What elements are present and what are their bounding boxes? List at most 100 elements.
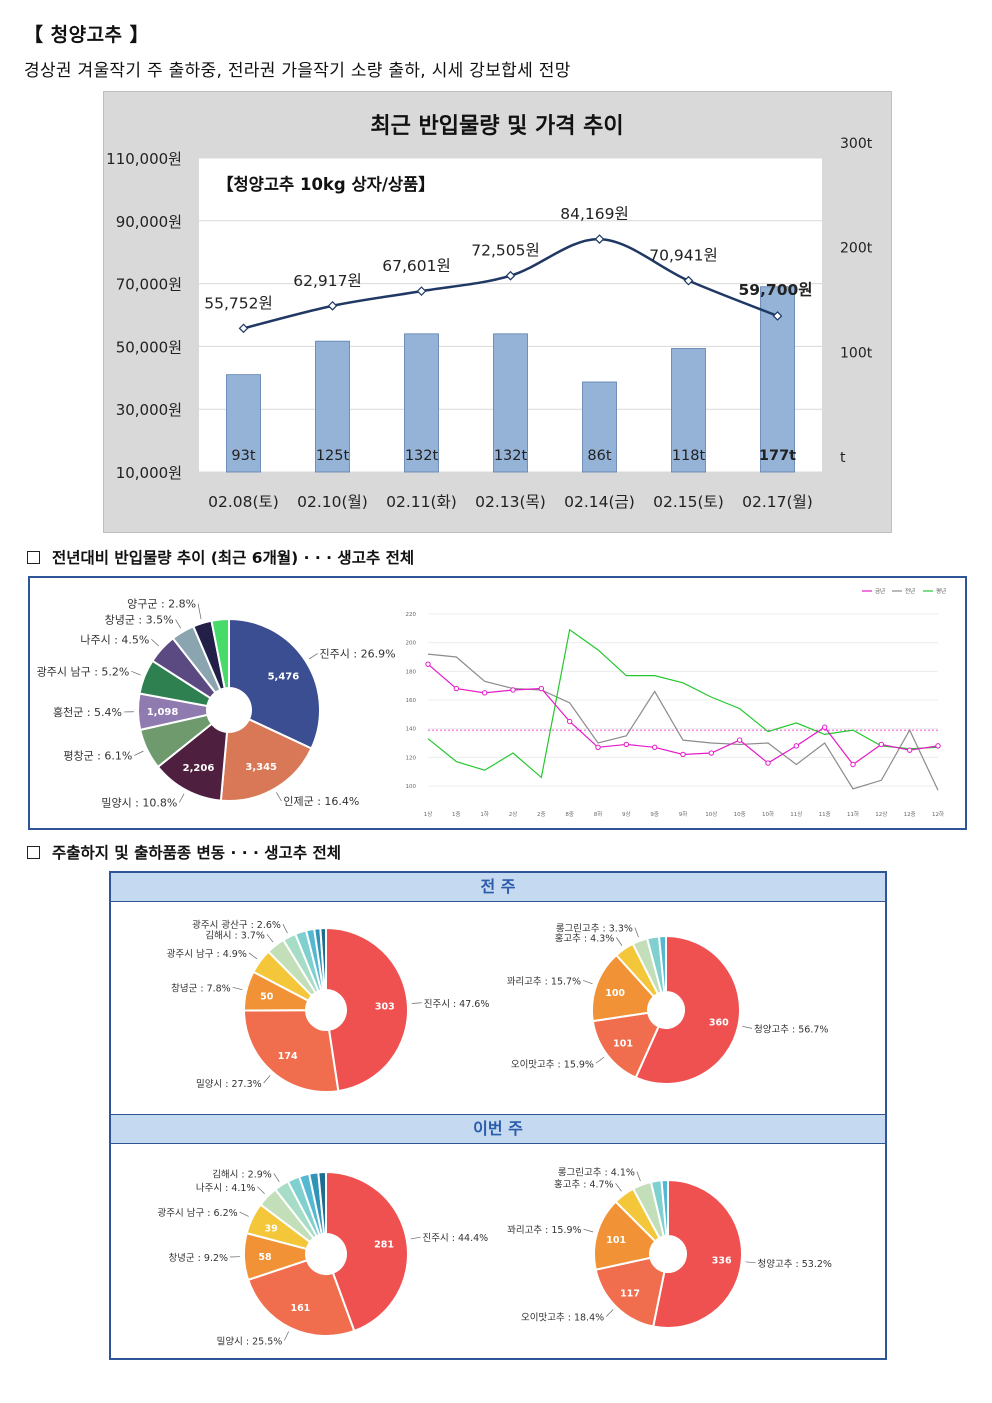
- price-point-marker: [327, 300, 338, 311]
- x-axis-tick-label: 10중: [734, 811, 746, 818]
- x-axis-category-label: 02.15(토): [653, 493, 724, 511]
- series-point: [935, 743, 941, 749]
- pie-slice-value-label: 58: [258, 1252, 272, 1263]
- series-point: [651, 744, 658, 751]
- legend-label: 전년: [905, 587, 915, 595]
- x-axis-tick-label: 12상: [875, 810, 887, 818]
- pie-slice-label: 밀양시 : 27.3%: [196, 1078, 262, 1090]
- pie-leader-line: [197, 603, 202, 620]
- x-axis-tick-label: 11상: [790, 810, 802, 818]
- pie-slice-label: 나주시 : 4.1%: [196, 1183, 256, 1194]
- volume-bar: [404, 333, 439, 473]
- price-point-label: 70,941원: [649, 247, 718, 265]
- x-axis-tick-label: 11하: [847, 810, 859, 818]
- price-volume-chart: 최근 반입물량 및 가격 추이 10,000원 30,000원 50,000원 70,0…: [106, 114, 873, 511]
- x-axis-tick-label: 2중: [537, 811, 546, 818]
- legend-label: 평년: [936, 587, 946, 595]
- pie-slice-label: 진주시 : 47.6%: [424, 999, 490, 1010]
- pie-slice: [246, 1259, 356, 1337]
- pie-slice-value-label: 303: [375, 1002, 395, 1013]
- right-axis-tick-label: 300t: [840, 136, 873, 152]
- price-point-label: 67,601원: [382, 257, 451, 275]
- left-axis-tick-label: 30,000원: [116, 401, 182, 419]
- y-axis-tick-label: 180: [406, 669, 417, 675]
- pie-slice-label: 홍고추 : 4.3%: [555, 932, 615, 944]
- pie-slice-label: 인제군 : 16.4%: [283, 795, 359, 808]
- pie-slice-label: 꽈리고추 : 15.7%: [507, 976, 581, 987]
- pie-leader-line: [616, 937, 623, 946]
- pie-leader-line: [583, 1228, 594, 1233]
- price-point-label: 62,917원: [293, 272, 362, 290]
- product-label: 【청양고추 10kg 상자/상품】: [217, 174, 435, 194]
- pie-slice-label: 오이맛고추 : 15.9%: [511, 1059, 594, 1070]
- series-point: [481, 690, 488, 696]
- pie-slice-label: 청양고추 : 53.2%: [758, 1259, 832, 1270]
- left-axis-tick-label: 10,000원: [116, 464, 182, 482]
- origin-variety-panel: 전 주 303 진주시 : 47.6% 174 밀양시 : 27.3% 50 창녕군 : …: [109, 871, 887, 1360]
- right-axis-tick-label: 200t: [840, 241, 873, 257]
- x-axis-tick-label: 1하: [480, 810, 489, 818]
- x-axis-tick-label: 2상: [509, 810, 518, 818]
- series-point: [850, 761, 856, 768]
- pie-leader-line: [283, 1331, 289, 1341]
- pie-slice-label: 나주시 : 4.5%: [80, 633, 149, 646]
- price-point-marker: [683, 275, 694, 286]
- pie-slice-value-label: 100: [605, 988, 625, 999]
- price-point-marker: [594, 234, 605, 244]
- pie-slice: [319, 926, 327, 992]
- volume-bar-label: 93t: [231, 448, 255, 464]
- pie-leader-line: [634, 927, 639, 938]
- price-point-marker: [238, 323, 249, 334]
- chart-title: 최근 반입물량 및 가격 추이: [370, 114, 623, 139]
- x-axis-category-label: 02.14(금): [564, 493, 635, 511]
- price-point-label: 84,169원: [560, 205, 629, 223]
- series-point: [765, 760, 771, 766]
- pie-slice: [219, 717, 313, 802]
- pie-slice-label: 평창군 : 6.1%: [63, 749, 132, 762]
- pie-leader-line: [248, 952, 258, 960]
- pie-leader-line: [636, 1171, 641, 1182]
- pie-slice-value-label: 281: [374, 1240, 394, 1251]
- pie-slice-label: 김해시 : 2.9%: [212, 1168, 272, 1180]
- volume-bar-label: 132t: [494, 448, 528, 464]
- series-point: [821, 724, 828, 730]
- series-point: [736, 737, 743, 743]
- pie-leader-line: [179, 793, 185, 803]
- volume-bar: [226, 374, 261, 473]
- series-point: [595, 744, 601, 751]
- right-axis-tick-label: t: [840, 450, 846, 466]
- volume-bar: [315, 340, 350, 473]
- pie-slice-value-label: 117: [620, 1288, 640, 1299]
- pie-leader-line: [410, 1236, 421, 1240]
- section-origin-variety-title: 주출하지 및 출하품종 변동 · · · 생고추 전체: [52, 844, 341, 862]
- pie-leader-line: [257, 1186, 265, 1195]
- pie-slice-label: 홍천군 : 5.4%: [53, 705, 122, 719]
- page-title: 【 청양고추 】: [24, 24, 150, 46]
- checkbox-square-icon: [27, 551, 40, 564]
- y-axis-tick-label: 160: [406, 698, 417, 704]
- pie-slice: [652, 1178, 743, 1329]
- product-label-box: [217, 168, 463, 198]
- x-axis-tick-label: 11중: [819, 811, 831, 818]
- x-axis-tick-label: 9상: [622, 810, 631, 818]
- pie-slice-value-label: 101: [613, 1039, 633, 1050]
- x-axis-tick-label: 12하: [932, 810, 944, 818]
- series-point: [680, 751, 686, 758]
- checkbox-square-icon: [27, 846, 40, 859]
- pie-slice: [242, 1009, 340, 1093]
- price-point-label: 72,505원: [471, 242, 540, 260]
- volume-bar: [671, 348, 706, 473]
- pie-leader-line: [605, 1309, 614, 1317]
- volume-bar: [582, 381, 617, 473]
- pie-leader-line: [595, 1056, 605, 1064]
- left-axis-tick-label: 70,000원: [116, 276, 182, 294]
- pie-slice-label: 김해시 : 3.7%: [205, 929, 265, 941]
- pie-leader-line: [411, 1002, 422, 1004]
- volume-bar-label: 132t: [405, 448, 439, 464]
- series-point: [623, 741, 630, 748]
- series-point: [906, 747, 913, 753]
- pie-slice-label: 진주시 : 26.9%: [320, 648, 396, 661]
- left-axis-tick-label: 110,000원: [106, 150, 182, 168]
- price-point-marker: [416, 286, 427, 296]
- price-point-marker: [772, 311, 783, 321]
